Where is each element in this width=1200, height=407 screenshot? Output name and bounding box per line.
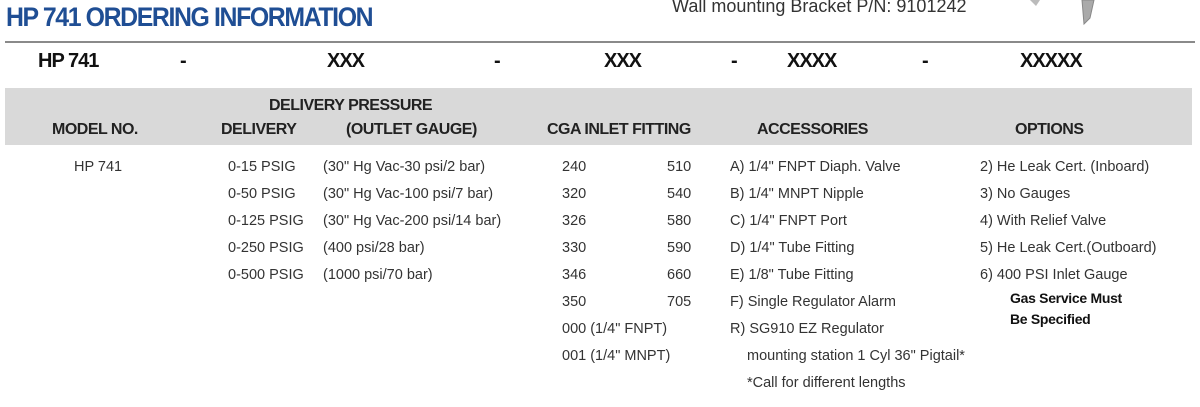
accessory-item: E) 1/8" Tube Fitting [730, 267, 854, 283]
cga-fitting: 580 [667, 213, 692, 229]
header-options: OPTIONS [1015, 121, 1084, 138]
accessory-item: mounting station 1 Cyl 36" Pigtail* [747, 348, 965, 364]
option-item: 2) He Leak Cert. (Inboard) [980, 159, 1150, 175]
delivery-value: 0-125 PSIG [228, 213, 304, 229]
part-code-pressure: XXX [327, 50, 365, 72]
options-note: Be Specified [1010, 311, 1091, 327]
part-code-cga: XXX [604, 50, 642, 72]
part-code-accessories: XXXX [787, 50, 837, 72]
accessory-item: F) Single Regulator Alarm [730, 294, 897, 310]
header-cga: CGA INLET FITTING [547, 121, 691, 138]
part-code-dash: - [494, 50, 501, 72]
accessory-item: *Call for different lengths [747, 375, 906, 391]
gauge-value: (30" Hg Vac-200 psi/14 bar) [323, 213, 502, 229]
divider [5, 41, 1195, 43]
part-code-dash: - [731, 50, 738, 72]
accessory-item: A) 1/4" FNPT Diaph. Valve [730, 159, 901, 175]
cga-fitting: 705 [667, 294, 692, 310]
cga-fitting: 001 (1/4" MNPT) [562, 348, 671, 364]
bracket-image [1030, 0, 1095, 26]
cga-fitting: 540 [667, 186, 692, 202]
option-item: 6) 400 PSI Inlet Gauge [980, 267, 1128, 283]
gauge-value: (30" Hg Vac-30 psi/2 bar) [323, 159, 486, 175]
header-gauge: (OUTLET GAUGE) [346, 121, 477, 138]
gauge-value: (1000 psi/70 bar) [323, 267, 433, 283]
bracket-part [1030, 0, 1040, 6]
gauge-value: (30" Hg Vac-100 psi/7 bar) [323, 186, 494, 202]
bracket-note: Wall mounting Bracket P/N: 9101242 [672, 0, 967, 16]
part-code-dash: - [180, 50, 187, 72]
header-delivery: DELIVERY [221, 121, 297, 138]
option-item: 3) No Gauges [980, 186, 1071, 202]
option-item: 4) With Relief Valve [980, 213, 1107, 229]
part-code-dash: - [922, 50, 929, 72]
cga-fitting: 590 [667, 240, 692, 256]
cga-fitting: 510 [667, 159, 692, 175]
delivery-value: 0-15 PSIG [228, 159, 296, 175]
delivery-value: 0-250 PSIG [228, 240, 304, 256]
cga-fitting: 000 (1/4" FNPT) [562, 321, 668, 337]
header-delivery-pressure: DELIVERY PRESSURE [269, 97, 433, 114]
delivery-value: 0-500 PSIG [228, 267, 304, 283]
accessory-item: B) 1/4" MNPT Nipple [730, 186, 864, 202]
header-band [5, 88, 1192, 145]
options-note: Gas Service Must [1010, 290, 1122, 306]
option-item: 5) He Leak Cert.(Outboard) [980, 240, 1157, 256]
accessory-item: C) 1/4" FNPT Port [730, 213, 847, 229]
header-model: MODEL NO. [52, 121, 138, 138]
gauge-value: (400 psi/28 bar) [323, 240, 425, 256]
cga-fitting: 350 [562, 294, 587, 310]
bracket-part [1081, 0, 1095, 26]
cga-fitting: 330 [562, 240, 587, 256]
cga-fitting: 320 [562, 186, 587, 202]
cga-fitting: 346 [562, 267, 587, 283]
page-title: HP 741 ORDERING INFORMATION [6, 2, 374, 32]
delivery-value: 0-50 PSIG [228, 186, 296, 202]
part-code-options: XXXXX [1020, 50, 1083, 72]
cga-fitting: 660 [667, 267, 692, 283]
header-accessories: ACCESSORIES [757, 121, 868, 138]
cga-fitting: 326 [562, 213, 587, 229]
model-value: HP 741 [74, 159, 123, 175]
accessory-item: R) SG910 EZ Regulator [730, 321, 884, 337]
accessory-item: D) 1/4" Tube Fitting [730, 240, 855, 256]
cga-fitting: 240 [562, 159, 587, 175]
part-code-model: HP 741 [38, 50, 99, 72]
